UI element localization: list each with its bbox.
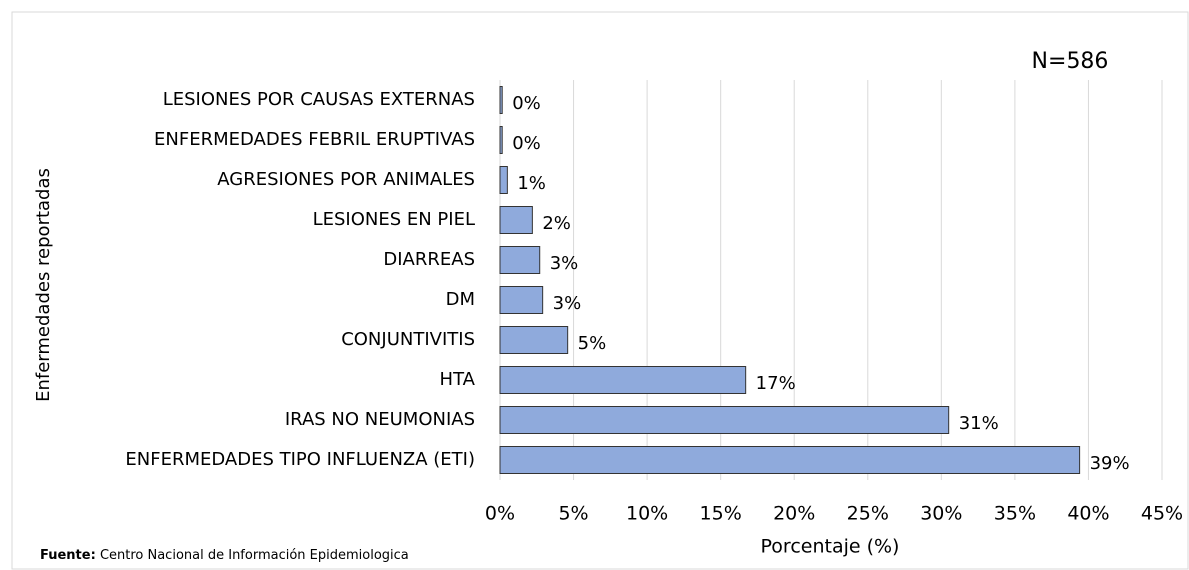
y-tick-label: DIARREAS — [383, 249, 475, 270]
x-tick-label: 20% — [773, 503, 815, 525]
data-label: 3% — [550, 253, 579, 274]
y-tick-label: LESIONES POR CAUSAS EXTERNAS — [163, 89, 475, 110]
y-axis-label: Enfermedades reportadas — [33, 168, 54, 402]
x-tick-label: 10% — [626, 503, 668, 525]
x-tick-label: 30% — [920, 503, 962, 525]
y-tick-label: CONJUNTIVITIS — [341, 329, 475, 350]
bar — [499, 446, 1081, 474]
y-tick-label: ENFERMEDADES FEBRIL ERUPTIVAS — [154, 129, 475, 150]
x-tick-label: 40% — [1067, 503, 1109, 525]
y-tick-label: HTA — [440, 369, 476, 390]
y-tick-label: IRAS NO NEUMONIAS — [285, 409, 475, 430]
bar — [499, 366, 747, 394]
y-tick-label: AGRESIONES POR ANIMALES — [217, 169, 475, 190]
source-label: Fuente: — [40, 548, 96, 563]
source: Fuente: Centro Nacional de Información E… — [40, 548, 409, 563]
data-label: 2% — [542, 213, 571, 234]
y-tick-label: LESIONES EN PIEL — [313, 209, 475, 230]
x-tick-label: 5% — [558, 503, 588, 525]
x-tick-label: 35% — [994, 503, 1036, 525]
x-tick-label: 15% — [700, 503, 742, 525]
source-text: Centro Nacional de Información Epidemiol… — [100, 548, 409, 563]
data-label: 0% — [512, 93, 541, 114]
bar — [499, 86, 503, 114]
data-label: 31% — [959, 413, 999, 434]
y-tick-label: ENFERMEDADES TIPO INFLUENZA (ETI) — [125, 449, 475, 470]
data-label: 17% — [756, 373, 796, 394]
data-label: 5% — [578, 333, 607, 354]
x-tick-label: 0% — [485, 503, 515, 525]
bar — [499, 166, 508, 194]
data-label: 3% — [553, 293, 582, 314]
bar — [499, 206, 533, 234]
data-label: 0% — [512, 133, 541, 154]
annotation: N=586 — [1032, 49, 1109, 74]
y-tick-label: DM — [446, 289, 475, 310]
x-tick-label: 25% — [847, 503, 889, 525]
x-axis-label: Porcentaje (%) — [761, 536, 900, 558]
data-label: 39% — [1090, 453, 1130, 474]
x-tick-label: 45% — [1141, 503, 1183, 525]
bar — [499, 246, 541, 274]
bar — [499, 326, 569, 354]
data-label: 1% — [517, 173, 546, 194]
bar — [499, 126, 503, 154]
chart-frame — [11, 11, 1189, 570]
bar — [499, 286, 544, 314]
bar — [499, 406, 950, 434]
